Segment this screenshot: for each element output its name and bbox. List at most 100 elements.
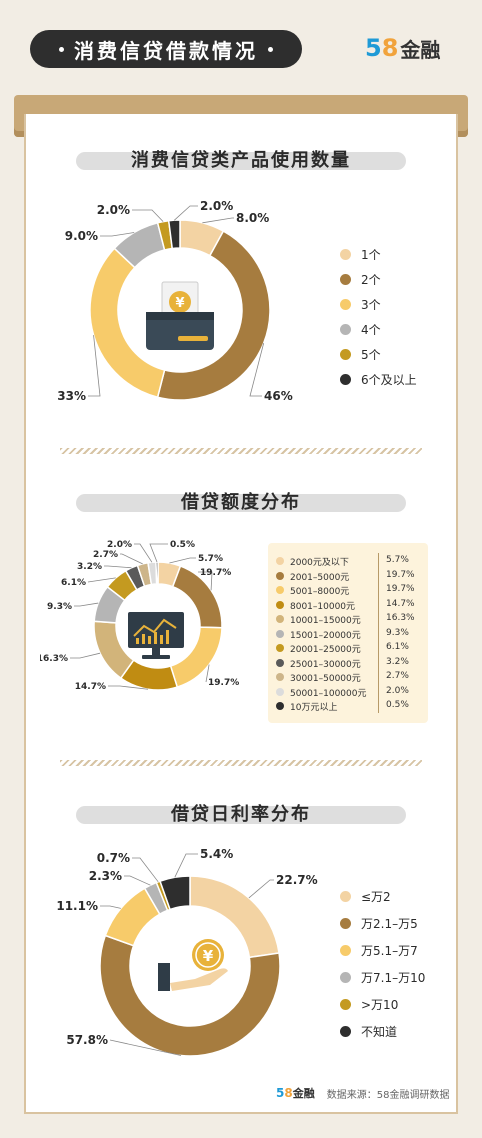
hand-coin-icon: ¥: [158, 939, 228, 991]
legend-swatch: [340, 298, 351, 310]
leader-line-6: [174, 205, 198, 221]
leader-line-5: [70, 652, 101, 659]
section-title-daily-rate-text: 借贷日利率分布: [171, 804, 311, 825]
section-divider-1: [60, 448, 422, 454]
donut-slice-6: [167, 219, 181, 250]
legend-value: 14.7%: [386, 598, 415, 609]
data-label-7: 6.1%: [61, 578, 86, 588]
logo-digit-5: 5: [365, 34, 382, 62]
legend-label: 15001–20000元: [290, 630, 361, 641]
legend-value: 0.5%: [386, 700, 409, 710]
legend-swatch: [340, 890, 351, 902]
legend-label: 不知道: [361, 1024, 398, 1039]
data-label-2: 46%: [264, 389, 293, 403]
legend-label: 万5.1–万7: [361, 943, 418, 958]
legend-item: 2000元及以下 5.7%: [276, 555, 426, 568]
legend-item: 万5.1–万7: [340, 942, 418, 958]
page-title-pill: 消费信贷借款情况: [30, 30, 302, 68]
legend-item: 6个及以上: [340, 371, 417, 387]
legend-swatch: [340, 944, 351, 956]
leader-line-1: [248, 879, 274, 899]
legend-item: 万2.1–万5: [340, 915, 418, 931]
leader-line-5: [132, 209, 164, 222]
legend-label: 50001–100000元: [290, 688, 367, 699]
legend-label: 1个: [361, 247, 381, 262]
donut-slice-2: [99, 934, 281, 1057]
legend-label: 8001–10000元: [290, 601, 356, 612]
data-label-10: 2.0%: [107, 540, 132, 550]
data-label-9: 2.7%: [93, 550, 118, 560]
legend-item: 20001–25000元 6.1%: [276, 642, 426, 655]
legend-label: 万2.1–万5: [361, 916, 418, 931]
data-label-3: 33%: [57, 389, 86, 403]
footer-source: 58金融 数据来源：58金融调研数据: [276, 1085, 449, 1101]
legend-value: 3.2%: [386, 656, 409, 667]
footer-logo: 58金融: [276, 1085, 327, 1101]
legend-value: 9.3%: [386, 627, 409, 638]
legend-label: 5001–8000元: [290, 587, 350, 597]
legend-label: 2001–5000元: [290, 572, 350, 583]
legend-value: 19.7%: [386, 569, 415, 580]
legend-item: 10001–15000元 16.3%: [276, 613, 426, 626]
section-title-product-count-text: 消费信贷类产品使用数量: [131, 150, 351, 171]
legend-swatch: [276, 644, 284, 652]
section-title-daily-rate: 借贷日利率分布: [76, 804, 406, 825]
legend-swatch: [276, 586, 284, 594]
legend-value: 16.3%: [386, 613, 415, 623]
legend-item: 2个: [340, 271, 381, 287]
svg-text:¥: ¥: [175, 296, 184, 311]
leader-line-4: [108, 685, 149, 690]
legend-item: 1个: [340, 246, 381, 262]
legend-label: 万7.1–万10: [361, 970, 426, 985]
leader-line-1: [169, 557, 196, 564]
data-label-5: 0.7%: [97, 851, 130, 865]
title-dot-right: [268, 46, 273, 52]
legend-item: 50001–100000元 2.0%: [276, 686, 426, 699]
data-label-3: 19.7%: [208, 678, 239, 688]
page-title: 消费信贷借款情况: [74, 38, 258, 63]
legend-item: 5个: [340, 346, 381, 362]
legend-swatch: [340, 998, 351, 1010]
legend-swatch: [276, 629, 284, 638]
legend-value: 2.7%: [386, 671, 409, 681]
section-divider-2: [60, 760, 422, 766]
data-label-8: 3.2%: [77, 562, 102, 572]
data-label-4: 2.3%: [89, 869, 122, 883]
legend-label: 4个: [361, 322, 381, 337]
legend-item: 25001–30000元 3.2%: [276, 657, 426, 670]
donut-chart-loan-amount: 5.7% 19.7% 19.7% 14.7% 16.3% 9.3% 6.1% 3.2% 2.7%…: [40, 540, 239, 692]
data-label-4: 9.0%: [65, 229, 98, 243]
legend-item: 3个: [340, 296, 381, 312]
footer-logo-text: 金融: [292, 1087, 315, 1100]
legend-label: 2个: [361, 272, 381, 287]
data-source-text: 数据来源：58金融调研数据: [326, 1089, 450, 1101]
section-title-product-count: 消费信贷类产品使用数量: [76, 150, 406, 171]
legend-swatch: [340, 323, 351, 335]
legend-swatch: [340, 373, 351, 385]
data-label-11: 0.5%: [170, 540, 195, 550]
legend-item: 5001–8000元 19.7%: [276, 584, 426, 597]
leader-line-2: [249, 343, 265, 397]
legend-label: 10万元以上: [290, 703, 338, 713]
data-label-1: 22.7%: [276, 873, 318, 887]
legend-label: >万10: [361, 997, 399, 1012]
leader-line-1: [202, 217, 234, 224]
donut-chart-product-count: 8.0% 46% 33% 9.0% 2.0% 2.0%: [57, 199, 293, 403]
leader-line-4: [124, 875, 151, 886]
data-label-5: 2.0%: [97, 203, 130, 217]
logo-digit-8: 8: [381, 34, 399, 62]
legend-label: 3个: [361, 297, 381, 312]
data-label-6: 2.0%: [200, 199, 233, 213]
legend-swatch: [276, 600, 284, 609]
legend-table-separator: [378, 553, 379, 713]
legend-swatch: [340, 917, 351, 929]
legend-swatch: [340, 971, 351, 983]
legend-swatch: [276, 687, 284, 696]
legend-item: 10万元以上 0.5%: [276, 700, 426, 713]
legend-swatch: [276, 571, 284, 580]
leader-line-10: [134, 543, 153, 563]
legend-label: 20001–25000元: [290, 645, 361, 655]
leader-line-2: [109, 1039, 182, 1056]
legend-swatch: [276, 702, 284, 710]
legend-value: 6.1%: [386, 642, 409, 652]
